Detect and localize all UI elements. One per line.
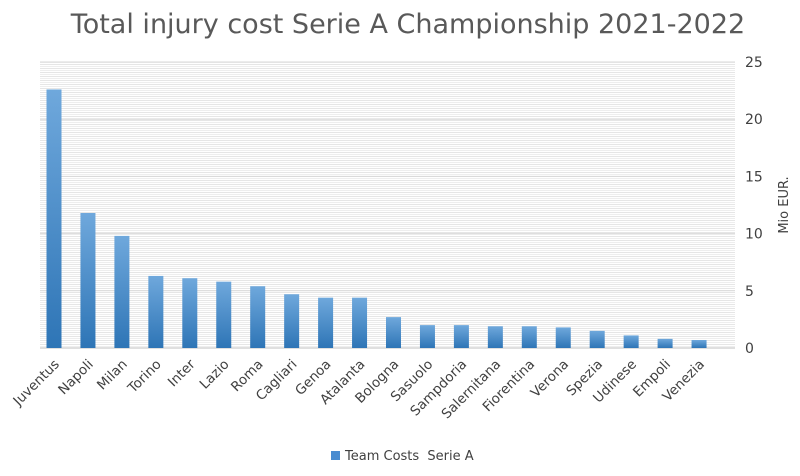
bar-genoa [318, 297, 334, 348]
bar-bologna [386, 317, 401, 348]
bar-napoli [80, 213, 96, 348]
bar-sasuolo [419, 325, 435, 348]
x-tick-label: Torino [124, 357, 165, 398]
y-axis-ticks: 0 5 10 15 20 25 [745, 55, 763, 357]
x-tick-label: Milan [94, 357, 131, 394]
bar-verona [555, 327, 571, 348]
plot-area [40, 62, 735, 348]
bar-lazio [216, 281, 232, 348]
bar-sampdoria [453, 325, 469, 348]
y-tick-label: 20 [745, 112, 763, 128]
x-tick-label: Napoli [55, 357, 97, 399]
y-axis-title: Mio EUR. [777, 176, 792, 233]
bar-inter [182, 278, 198, 348]
x-tick-label: Juventus [10, 357, 63, 410]
y-tick-label: 0 [745, 341, 754, 357]
bar-fiorentina [521, 326, 537, 348]
y-tick-label: 25 [745, 55, 763, 71]
bar-atalanta [352, 297, 368, 348]
bar-empoli [657, 338, 673, 348]
bar-milan [114, 235, 130, 348]
legend-label: Team Costs Serie A [344, 449, 474, 464]
bar-udinese [623, 335, 639, 348]
bar-spezia [589, 330, 605, 348]
x-tick-label: Inter [165, 356, 199, 390]
chart-title: Total injury cost Serie A Championship 2… [70, 9, 745, 40]
y-tick-label: 10 [745, 227, 763, 243]
y-tick-label: 5 [745, 284, 754, 300]
bar-torino [148, 275, 164, 348]
x-tick-label: Verona [528, 357, 572, 401]
bar-juventus [46, 89, 62, 349]
legend: Team Costs Serie A [331, 449, 474, 464]
y-tick-label: 15 [745, 169, 763, 185]
bar-cagliari [284, 294, 300, 348]
legend-swatch [331, 451, 340, 460]
bar-venezia [691, 339, 707, 348]
bar-roma [250, 286, 266, 348]
x-tick-label: Lazio [197, 357, 233, 393]
bar-salernitana [487, 326, 503, 348]
bars [46, 89, 707, 349]
